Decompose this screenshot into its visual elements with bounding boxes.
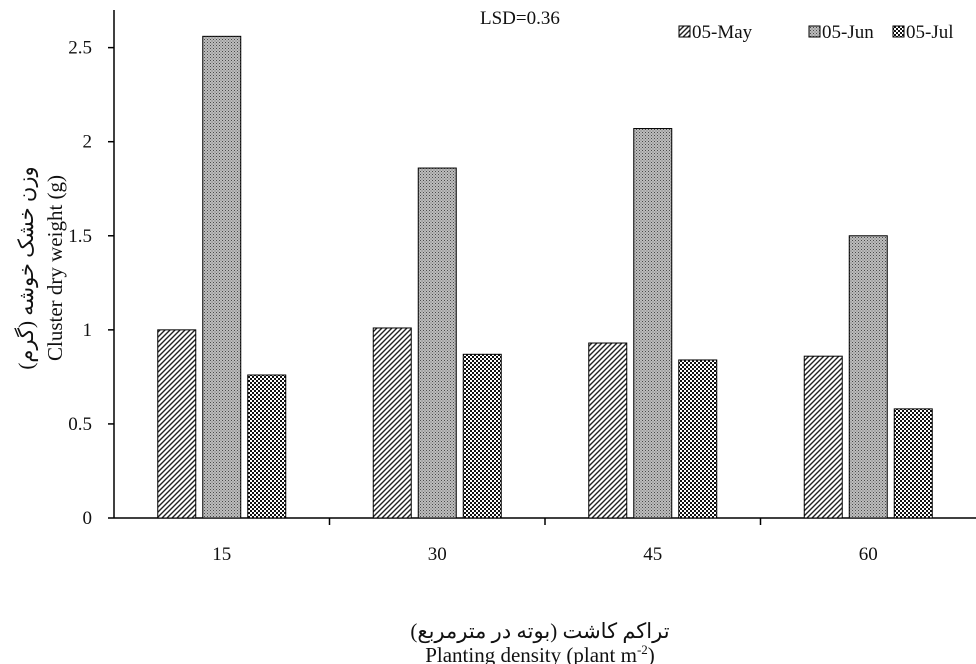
y-ticks: 0 0.5 1 1.5 2 2.5 (68, 38, 114, 529)
lsd-annotation: LSD=0.36 (480, 8, 560, 29)
bar-05-jun-15 (202, 35, 242, 519)
x-ticks: 15 30 45 60 (212, 518, 878, 565)
legend-label: 05-Jun (822, 22, 874, 43)
bar-05-jun-30 (417, 167, 457, 519)
x-axis-title: Planting density (plant m-2) (425, 642, 655, 664)
x-axis-title-superscript: -2 (637, 642, 648, 657)
legend-swatch (892, 25, 905, 38)
x-tick-label: 60 (859, 544, 878, 565)
bar-05-jun-60 (848, 235, 888, 519)
y-tick-label: 0.5 (68, 414, 92, 435)
bar-05-may-15 (157, 329, 197, 519)
y-axis-title-persian: وزن خشک خوشه (گرم) (14, 166, 39, 369)
y-axis-title: Cluster dry weight (g) (43, 175, 67, 361)
legend-label: 05-May (692, 22, 753, 43)
legend-label: 05-Jul (906, 22, 954, 43)
x-tick-label: 45 (643, 544, 662, 565)
bars (157, 35, 933, 519)
bar-05-jul-60 (893, 408, 933, 519)
y-tick-label: 2.5 (68, 38, 92, 59)
legend-swatch (678, 25, 691, 38)
bar-05-may-30 (372, 327, 412, 519)
axes (113, 10, 976, 519)
x-axis-title-persian: تراکم کاشت (بوته در مترمربع) (410, 619, 669, 644)
x-tick-label: 15 (212, 544, 231, 565)
legend: 05-May 05-Jun 05-Jul (678, 22, 954, 43)
y-tick-label: 1 (83, 320, 93, 341)
bar-05-jun-45 (633, 128, 673, 519)
x-axis-title-close: ) (648, 643, 655, 664)
bar-05-may-60 (803, 355, 843, 519)
bar-05-jul-30 (462, 353, 502, 519)
x-axis-title-main: Planting density (plant m (425, 643, 637, 664)
bar-05-jul-45 (678, 359, 718, 519)
y-tick-label: 2 (83, 132, 93, 153)
bar-05-jul-15 (247, 374, 287, 519)
y-tick-label: 1.5 (68, 226, 92, 247)
y-tick-label: 0 (83, 508, 93, 529)
bar-05-may-45 (588, 342, 628, 519)
x-tick-label: 30 (428, 544, 447, 565)
legend-swatch (808, 25, 821, 38)
